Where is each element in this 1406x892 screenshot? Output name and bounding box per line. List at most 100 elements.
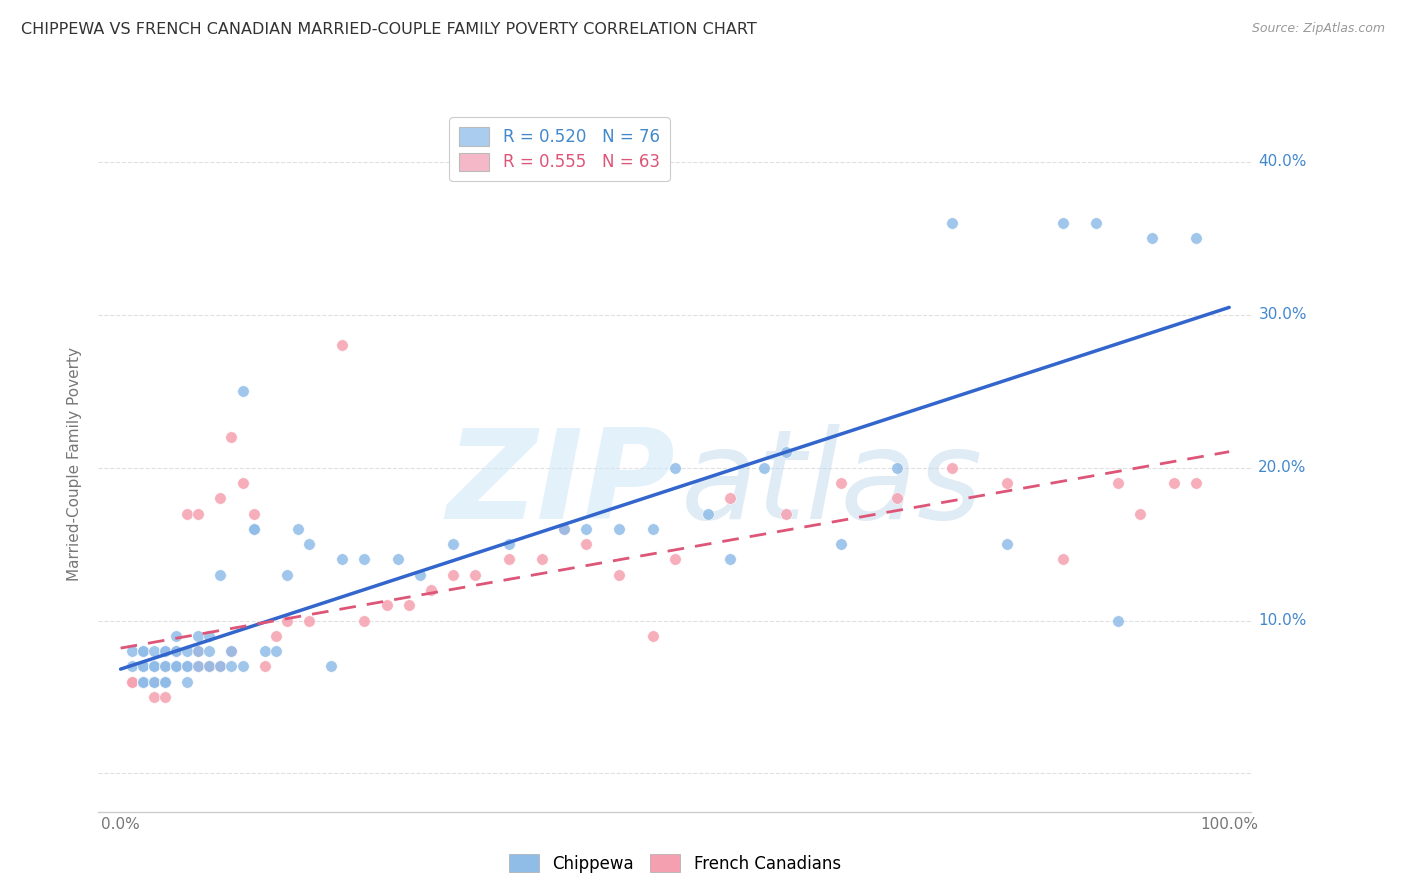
Point	[253, 659, 276, 673]
Point	[153, 674, 176, 689]
Point	[153, 674, 176, 689]
Point	[165, 644, 187, 658]
Point	[198, 629, 221, 643]
Point	[132, 674, 155, 689]
Point	[187, 659, 209, 673]
Point	[176, 674, 198, 689]
Point	[1052, 216, 1074, 230]
Point	[121, 644, 143, 658]
Text: ZIP: ZIP	[446, 425, 675, 545]
Text: atlas: atlas	[681, 425, 983, 545]
Point	[530, 552, 553, 566]
Point	[641, 629, 664, 643]
Point	[153, 659, 176, 673]
Point	[142, 674, 165, 689]
Point	[176, 659, 198, 673]
Point	[165, 629, 187, 643]
Point	[132, 674, 155, 689]
Point	[187, 644, 209, 658]
Point	[198, 659, 221, 673]
Point	[209, 491, 232, 506]
Point	[441, 567, 464, 582]
Point	[287, 522, 309, 536]
Point	[132, 674, 155, 689]
Point	[165, 659, 187, 673]
Point	[264, 629, 287, 643]
Point	[253, 644, 276, 658]
Point	[176, 507, 198, 521]
Point	[165, 659, 187, 673]
Point	[242, 522, 264, 536]
Text: 20.0%: 20.0%	[1258, 460, 1306, 475]
Point	[176, 659, 198, 673]
Point	[165, 659, 187, 673]
Point	[498, 552, 520, 566]
Text: 40.0%: 40.0%	[1258, 154, 1306, 169]
Point	[775, 507, 797, 521]
Point	[142, 674, 165, 689]
Point	[132, 644, 155, 658]
Point	[298, 537, 321, 551]
Point	[353, 614, 375, 628]
Point	[165, 659, 187, 673]
Point	[142, 659, 165, 673]
Y-axis label: Married-Couple Family Poverty: Married-Couple Family Poverty	[67, 347, 83, 581]
Text: CHIPPEWA VS FRENCH CANADIAN MARRIED-COUPLE FAMILY POVERTY CORRELATION CHART: CHIPPEWA VS FRENCH CANADIAN MARRIED-COUP…	[21, 22, 756, 37]
Point	[165, 644, 187, 658]
Point	[198, 644, 221, 658]
Point	[153, 674, 176, 689]
Point	[664, 552, 686, 566]
Point	[775, 445, 797, 459]
Point	[176, 659, 198, 673]
Point	[387, 552, 409, 566]
Point	[718, 552, 741, 566]
Point	[1052, 552, 1074, 566]
Point	[886, 460, 908, 475]
Point	[1140, 231, 1163, 245]
Point	[575, 537, 598, 551]
Point	[153, 674, 176, 689]
Point	[276, 614, 298, 628]
Point	[142, 690, 165, 704]
Point	[132, 659, 155, 673]
Point	[153, 690, 176, 704]
Point	[187, 644, 209, 658]
Point	[409, 567, 432, 582]
Point	[142, 659, 165, 673]
Point	[209, 567, 232, 582]
Legend: R = 0.520   N = 76, R = 0.555   N = 63: R = 0.520 N = 76, R = 0.555 N = 63	[450, 118, 669, 181]
Point	[153, 674, 176, 689]
Point	[153, 644, 176, 658]
Point	[609, 522, 631, 536]
Text: 10.0%: 10.0%	[1258, 613, 1306, 628]
Point	[641, 522, 664, 536]
Point	[242, 507, 264, 521]
Point	[221, 659, 243, 673]
Point	[498, 537, 520, 551]
Point	[464, 567, 486, 582]
Point	[231, 659, 254, 673]
Point	[298, 614, 321, 628]
Point	[142, 674, 165, 689]
Point	[221, 430, 243, 444]
Point	[142, 674, 165, 689]
Point	[553, 522, 575, 536]
Point	[165, 644, 187, 658]
Text: Source: ZipAtlas.com: Source: ZipAtlas.com	[1251, 22, 1385, 36]
Point	[187, 629, 209, 643]
Point	[375, 599, 398, 613]
Point	[165, 659, 187, 673]
Point	[718, 491, 741, 506]
Text: 30.0%: 30.0%	[1258, 307, 1306, 322]
Point	[1129, 507, 1152, 521]
Point	[1107, 614, 1129, 628]
Point	[330, 552, 353, 566]
Point	[121, 674, 143, 689]
Point	[176, 644, 198, 658]
Point	[553, 522, 575, 536]
Point	[231, 384, 254, 399]
Point	[1107, 475, 1129, 490]
Point	[142, 674, 165, 689]
Point	[1085, 216, 1108, 230]
Point	[121, 674, 143, 689]
